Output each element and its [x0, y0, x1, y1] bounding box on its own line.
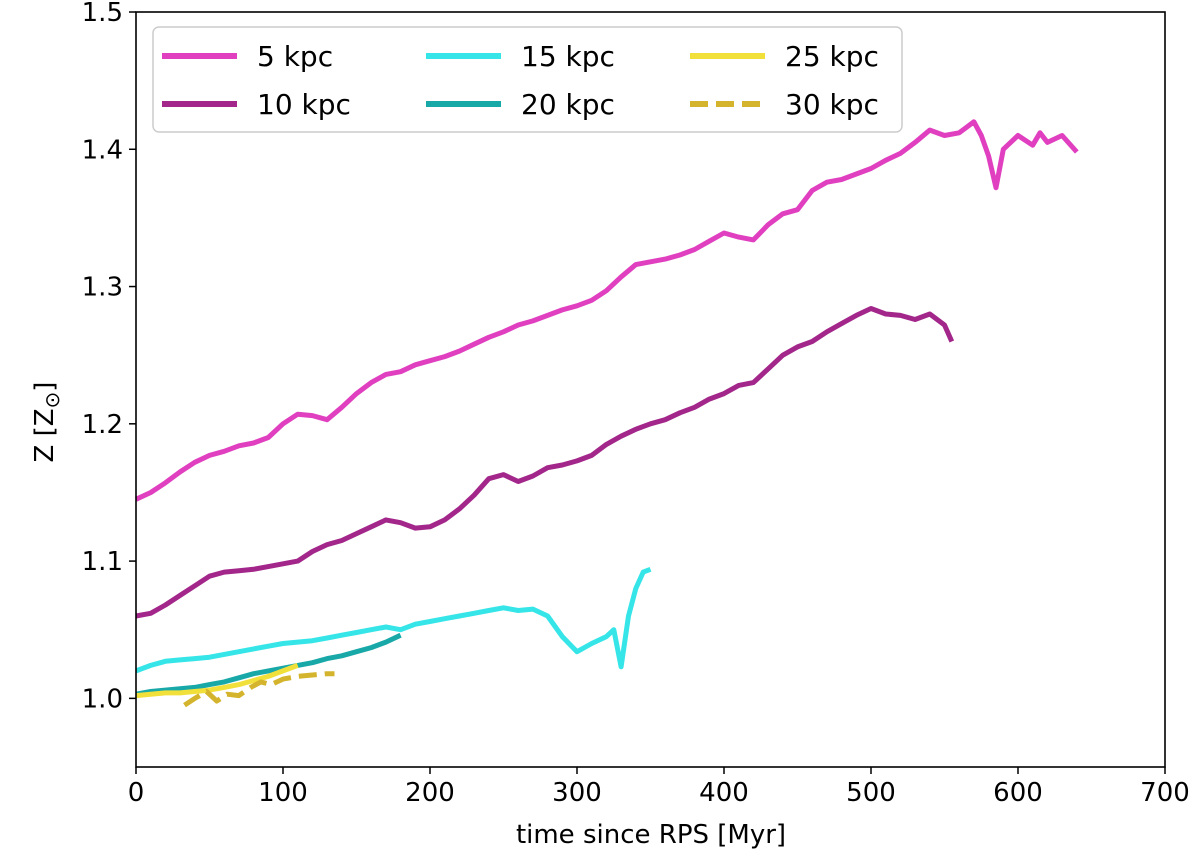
y-tick-label: 1.5	[82, 0, 123, 28]
legend-label: 25 kpc	[785, 40, 879, 73]
series-line-15-kpc	[135, 566, 652, 674]
y-axis-ticks: 1.0 1.1 1.2 1.3 1.4 1.5	[82, 0, 136, 714]
series-line-10-kpc	[135, 306, 955, 619]
y-tick-label: 1.2	[82, 410, 123, 440]
x-tick-label: 600	[993, 778, 1043, 808]
series-line-5-kpc	[134, 119, 1079, 502]
y-tick-label: 1.4	[82, 135, 123, 165]
x-tick-label: 100	[258, 778, 308, 808]
y-tick-label: 1.1	[82, 547, 123, 577]
series-line-20-kpc	[135, 632, 402, 697]
y-axis-label: Z [Z⊙]	[30, 382, 64, 463]
y-tick-label: 1.3	[82, 273, 123, 303]
legend-items: 5 kpc 10 kpc 15 kpc 20 kpc 25 kpc 30 kpc	[162, 40, 879, 121]
x-tick-label: 400	[699, 778, 749, 808]
series-line-25-kpc	[135, 663, 299, 699]
y-tick-label: 1.0	[82, 684, 123, 714]
legend-label: 20 kpc	[521, 88, 615, 121]
y-axis-label-main: Z [Z	[30, 408, 60, 462]
y-axis-label-subscript: ⊙	[40, 392, 64, 409]
series-layer	[134, 119, 1079, 708]
x-axis-ticks: 0 100 200 300 400 500 600 700	[128, 767, 1190, 808]
legend-label: 15 kpc	[521, 40, 615, 73]
legend-label: 5 kpc	[257, 40, 333, 73]
x-axis-label: time since RPS [Myr]	[516, 820, 786, 850]
legend: 5 kpc 10 kpc 15 kpc 20 kpc 25 kpc 30 kpc	[152, 26, 903, 133]
legend-label: 10 kpc	[257, 88, 351, 121]
x-tick-label: 0	[128, 778, 145, 808]
x-tick-label: 200	[405, 778, 455, 808]
x-tick-label: 500	[846, 778, 896, 808]
series-line-30-kpc	[183, 671, 335, 708]
legend-label: 30 kpc	[785, 88, 879, 121]
y-axis-label-close: ]	[30, 382, 60, 392]
x-tick-label: 700	[1140, 778, 1190, 808]
plot-frame	[135, 11, 1166, 768]
x-tick-label: 300	[552, 778, 602, 808]
